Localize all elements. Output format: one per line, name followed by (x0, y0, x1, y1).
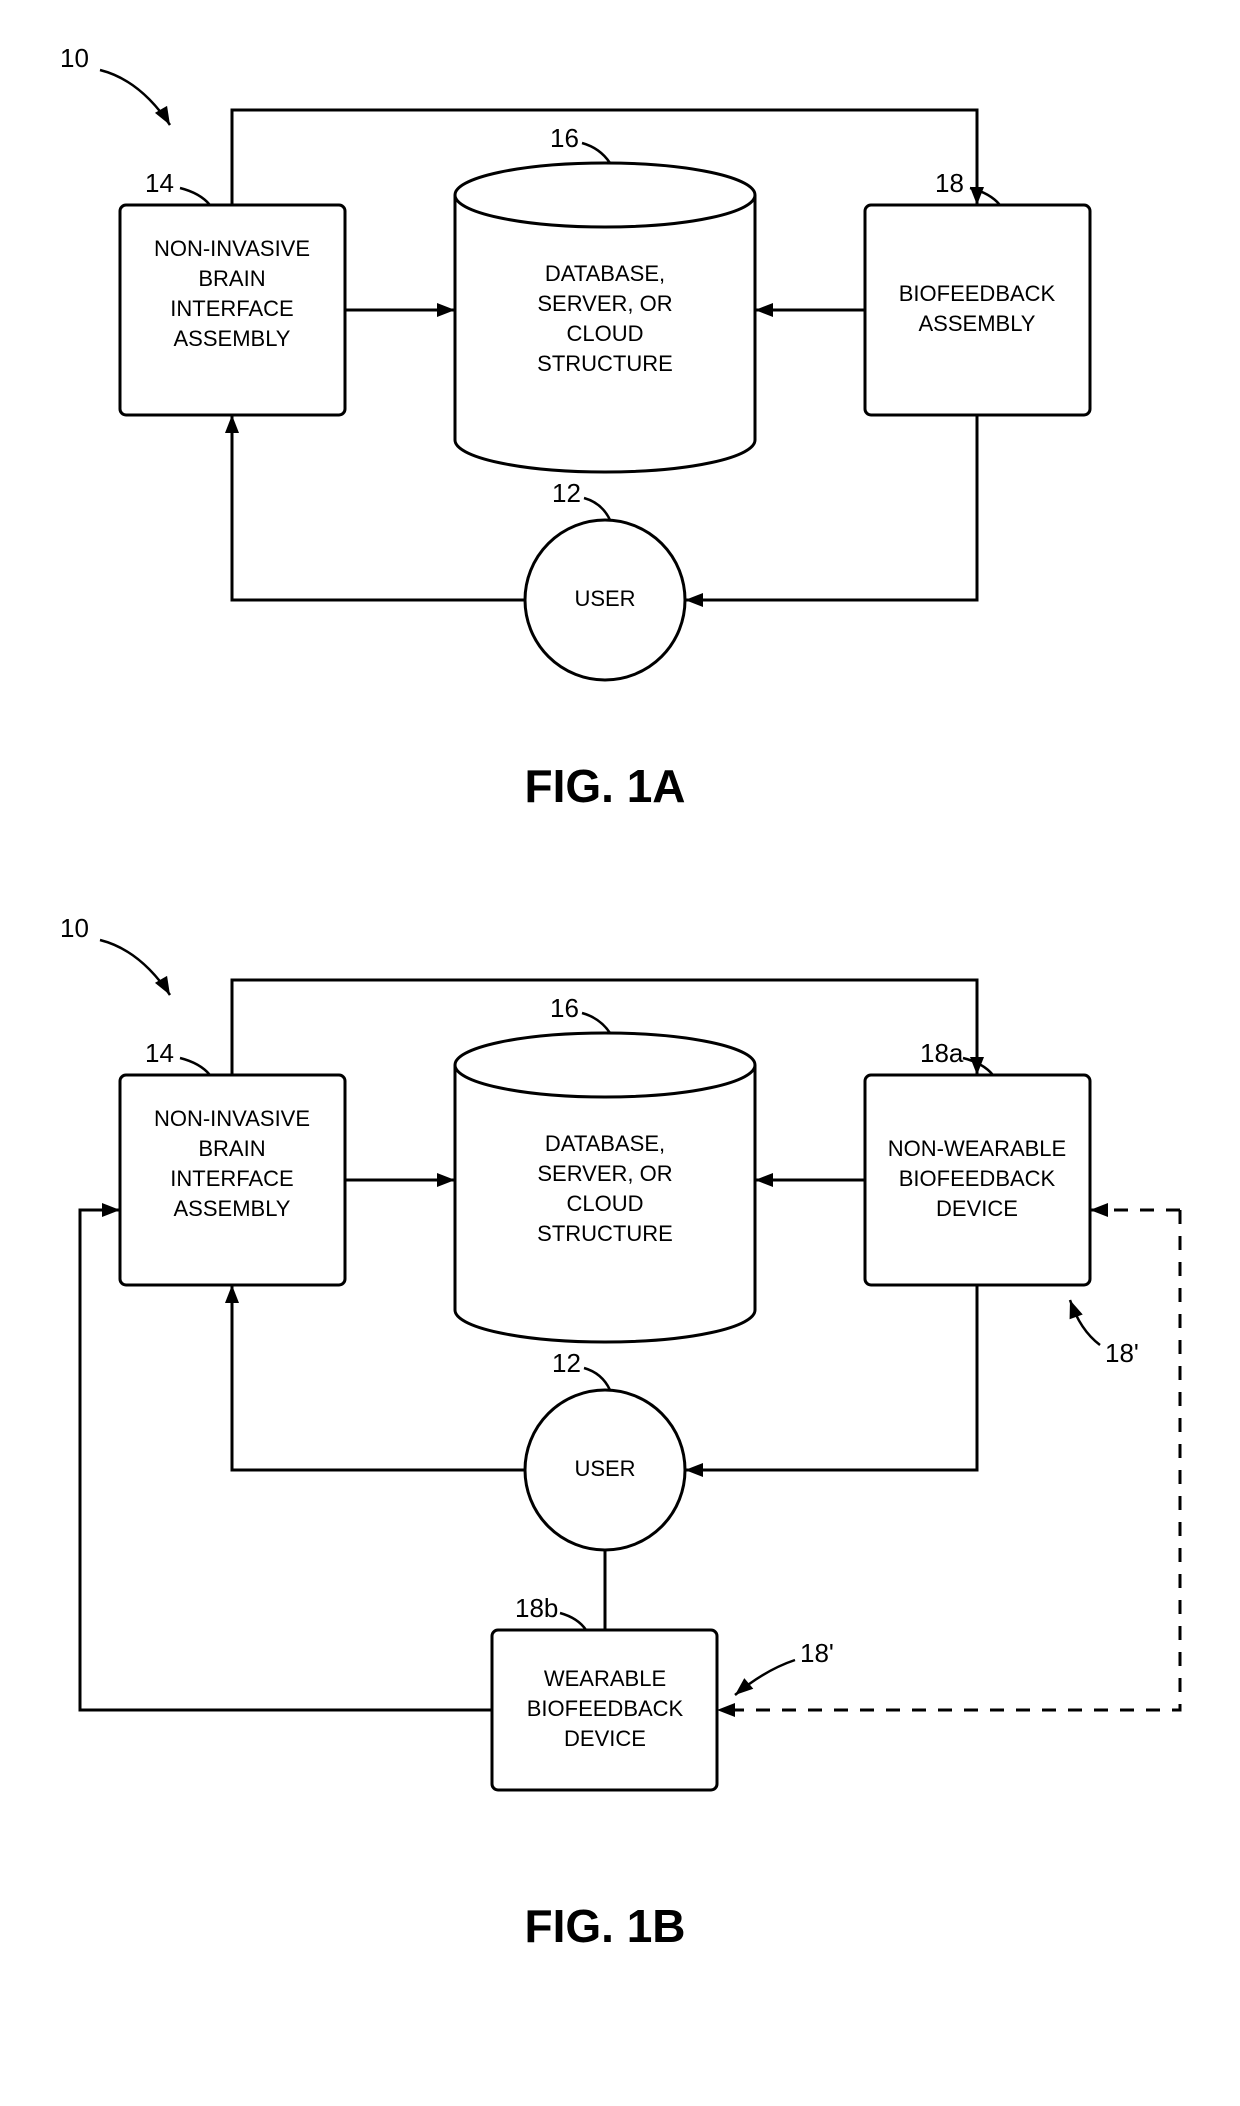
node-db-b: DATABASE, SERVER, OR CLOUD STRUCTURE 16 (455, 993, 755, 1342)
db-b-l1: DATABASE, (545, 1131, 665, 1156)
ref-10-a: 10 (60, 43, 89, 73)
edge-user-brain-a (225, 415, 525, 600)
nwbf-l1: NON-WEARABLE (888, 1136, 1066, 1161)
edge-dash-nwbf-b (1090, 1203, 1180, 1217)
ref-18p-upper: 18' (1063, 1298, 1138, 1368)
leader-10-a (100, 70, 170, 125)
edge-user-brain-b (225, 1285, 525, 1470)
wbf-l1: WEARABLE (544, 1666, 666, 1691)
db-a-l2: SERVER, OR (537, 291, 672, 316)
wbf-l2: BIOFEEDBACK (527, 1696, 684, 1721)
ref-14-a: 14 (145, 168, 174, 198)
edge-brain-db-a (345, 303, 455, 317)
ref-16-b: 16 (550, 993, 579, 1023)
edge-nwbf-user-b (685, 1285, 977, 1477)
node-user-b: USER 12 (525, 1348, 685, 1550)
brain-a-l2: BRAIN (198, 266, 265, 291)
db-a-l1: DATABASE, (545, 261, 665, 286)
brain-a-l3: INTERFACE (170, 296, 293, 321)
brain-b-l2: BRAIN (198, 1136, 265, 1161)
svg-text:18': 18' (1105, 1338, 1139, 1368)
brain-a-l4: ASSEMBLY (174, 326, 291, 351)
db-a-l3: CLOUD (566, 321, 643, 346)
edge-wbf-brain-b (80, 1203, 492, 1710)
user-b-l1: USER (574, 1456, 635, 1481)
edge-brain-nwbf-top-b (232, 980, 984, 1075)
figure-1a: 10 NON-INVASIVE BRAIN INTERFACE ASSEMBLY… (60, 43, 1090, 812)
brain-a-l1: NON-INVASIVE (154, 236, 310, 261)
fig-title-b: FIG. 1B (524, 1900, 685, 1952)
node-db-a: DATABASE, SERVER, OR CLOUD STRUCTURE 16 (455, 123, 755, 472)
edge-brain-db-b (345, 1173, 455, 1187)
node-user-a: USER 12 (525, 478, 685, 680)
edge-biofb-user-a (685, 415, 977, 607)
ref-18a-b: 18a (920, 1038, 964, 1068)
ref-18b-b: 18b (515, 1593, 558, 1623)
brain-b-l3: INTERFACE (170, 1166, 293, 1191)
figure-1b: 10 NON-INVASIVE BRAIN INTERFACE ASSEMBLY… (60, 913, 1180, 1952)
fig-title-a: FIG. 1A (524, 760, 685, 812)
biofb-a-l1: BIOFEEDBACK (899, 281, 1056, 306)
db-b-l4: STRUCTURE (537, 1221, 673, 1246)
ref-18p-lower: 18' (731, 1638, 834, 1700)
ref-10-b: 10 (60, 913, 89, 943)
ref-12-b: 12 (552, 1348, 581, 1378)
brain-b-l1: NON-INVASIVE (154, 1106, 310, 1131)
wbf-l3: DEVICE (564, 1726, 646, 1751)
db-b-l3: CLOUD (566, 1191, 643, 1216)
svg-text:18': 18' (800, 1638, 834, 1668)
db-b-l2: SERVER, OR (537, 1161, 672, 1186)
db-a-l4: STRUCTURE (537, 351, 673, 376)
biofb-a-l2: ASSEMBLY (919, 311, 1036, 336)
ref-14-b: 14 (145, 1038, 174, 1068)
edge-nwbf-db-b (755, 1173, 865, 1187)
brain-b-l4: ASSEMBLY (174, 1196, 291, 1221)
ref-16-a: 16 (550, 123, 579, 153)
user-a-l1: USER (574, 586, 635, 611)
edge-brain-biofb-top-a (232, 110, 984, 205)
leader-10-b (100, 940, 170, 995)
nwbf-l2: BIOFEEDBACK (899, 1166, 1056, 1191)
diagram-canvas: 10 NON-INVASIVE BRAIN INTERFACE ASSEMBLY… (0, 0, 1240, 2106)
nwbf-l3: DEVICE (936, 1196, 1018, 1221)
ref-18-a: 18 (935, 168, 964, 198)
edge-biofb-db-a (755, 303, 865, 317)
ref-12-a: 12 (552, 478, 581, 508)
